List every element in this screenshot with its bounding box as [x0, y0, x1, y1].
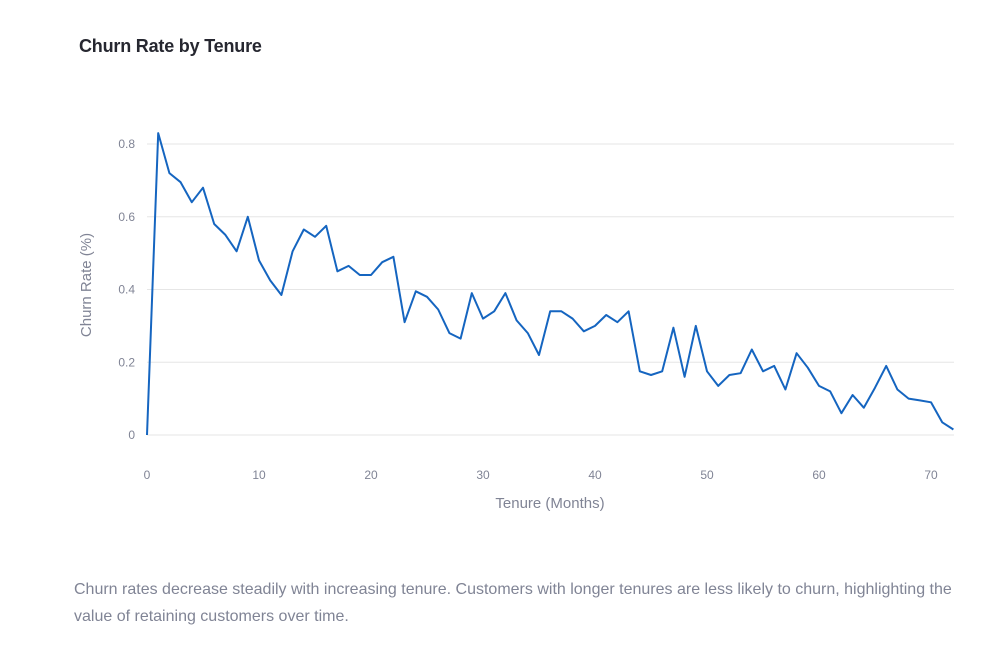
chart-title: Churn Rate by Tenure	[79, 36, 262, 56]
x-tick-label: 20	[364, 468, 378, 482]
grid-lines	[147, 143, 954, 436]
series-line[interactable]	[146, 132, 954, 436]
y-tick-label: 0.8	[118, 137, 135, 151]
y-axis-label: Churn Rate (%)	[78, 233, 95, 337]
churn-chart: 0 0.2 0.4 0.6 0.8 0 10 20 30 40 50 60 70 Churn Rate…	[78, 132, 954, 512]
x-tick-label: 0	[144, 468, 151, 482]
x-tick-label: 70	[924, 468, 938, 482]
x-axis-label: Tenure (Months)	[495, 495, 604, 512]
y-tick-label: 0.4	[118, 283, 135, 297]
y-tick-label: 0.6	[118, 210, 135, 224]
y-tick-label: 0.2	[118, 355, 135, 369]
x-tick-label: 10	[252, 468, 266, 482]
x-tick-label: 60	[812, 468, 826, 482]
x-tick-label: 30	[476, 468, 490, 482]
y-tick-label: 0	[128, 428, 135, 442]
x-tick-label: 40	[588, 468, 602, 482]
y-axis-ticks: 0 0.2 0.4 0.6 0.8	[118, 137, 135, 442]
chart-caption: Churn rates decrease steadily with incre…	[74, 581, 952, 625]
x-axis-ticks: 0 10 20 30 40 50 60 70	[144, 468, 938, 482]
x-tick-label: 50	[700, 468, 714, 482]
